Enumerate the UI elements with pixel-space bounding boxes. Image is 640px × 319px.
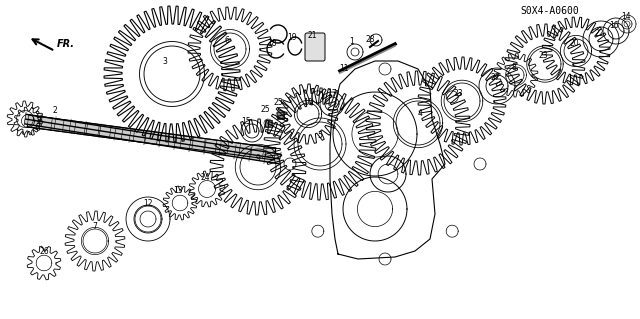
Text: 21: 21 [307, 31, 317, 40]
Text: 16: 16 [609, 21, 619, 30]
Text: 3: 3 [163, 57, 168, 66]
Text: FR.: FR. [57, 39, 75, 49]
Text: 8: 8 [511, 63, 516, 72]
Text: 12: 12 [143, 199, 153, 208]
Text: 2: 2 [52, 106, 58, 115]
Text: 13: 13 [173, 186, 183, 195]
Text: 4: 4 [417, 109, 422, 118]
FancyBboxPatch shape [305, 33, 325, 61]
Text: 17: 17 [327, 89, 337, 98]
Text: 25: 25 [273, 98, 283, 107]
Text: 24: 24 [200, 173, 210, 182]
Bar [276, 112, 284, 118]
Text: 18: 18 [268, 39, 276, 48]
Text: 23: 23 [453, 89, 463, 98]
Text: 22: 22 [595, 29, 604, 38]
Text: S0X4-A0600: S0X4-A0600 [520, 6, 579, 16]
Text: 7: 7 [93, 222, 97, 231]
Text: 5: 5 [317, 131, 323, 140]
Text: 6: 6 [225, 36, 229, 45]
Text: 28: 28 [365, 35, 375, 44]
Text: 9: 9 [255, 154, 260, 163]
Text: 14: 14 [621, 12, 631, 21]
Text: 19: 19 [287, 33, 297, 42]
Bar [264, 120, 271, 127]
Text: 10: 10 [303, 98, 313, 107]
Text: 25: 25 [260, 105, 270, 114]
Text: 20: 20 [569, 39, 579, 48]
Text: 27: 27 [490, 73, 500, 82]
Text: 11: 11 [339, 64, 349, 73]
Text: 1: 1 [349, 37, 355, 46]
Polygon shape [28, 115, 276, 160]
Text: 26: 26 [39, 247, 49, 256]
Text: 23: 23 [538, 51, 548, 60]
Text: 15: 15 [241, 117, 251, 126]
